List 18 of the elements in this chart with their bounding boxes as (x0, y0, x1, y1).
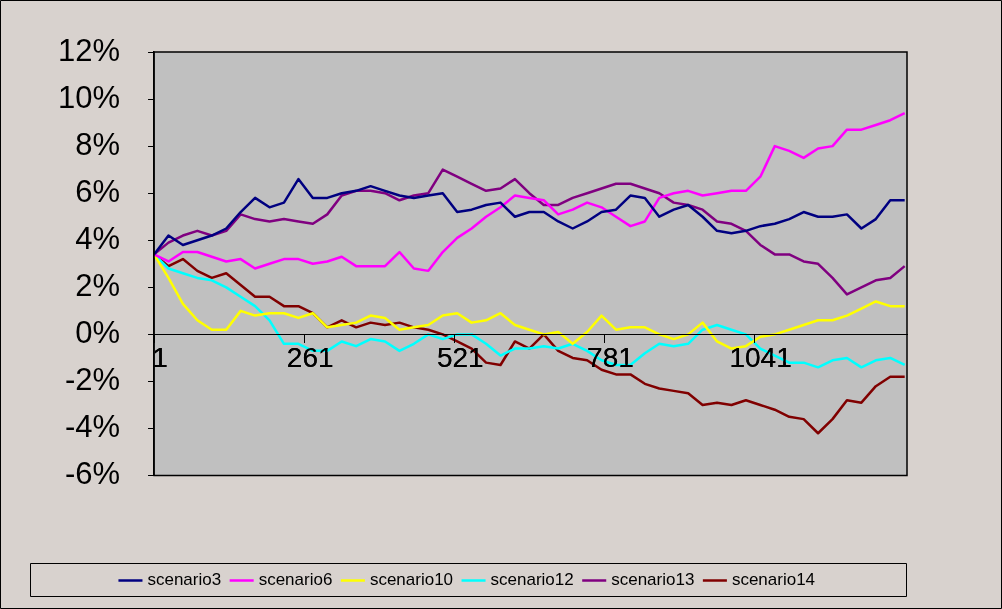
x-tick-label: 261 (286, 341, 334, 373)
y-tick-label: 10% (58, 79, 121, 115)
legend-label: scenario10 (369, 570, 454, 590)
y-tick-label: 12% (58, 32, 121, 68)
y-tick-label: 0% (75, 314, 121, 350)
x-tick-label: 521 (436, 341, 484, 373)
y-tick-label: -6% (64, 456, 121, 492)
y-tick-label: 2% (75, 267, 121, 303)
y-tick-label: -2% (64, 362, 121, 398)
legend-label: scenario3 (147, 570, 222, 590)
legend-label: scenario12 (490, 570, 574, 590)
y-tick-label: 6% (75, 173, 121, 209)
y-tick-label: 8% (75, 126, 121, 162)
legend-label: scenario13 (611, 570, 695, 590)
y-tick-label: -4% (64, 409, 121, 445)
y-tick-label: 4% (75, 220, 121, 256)
legend-label: scenario14 (731, 570, 816, 590)
legend-label: scenario6 (258, 570, 333, 590)
